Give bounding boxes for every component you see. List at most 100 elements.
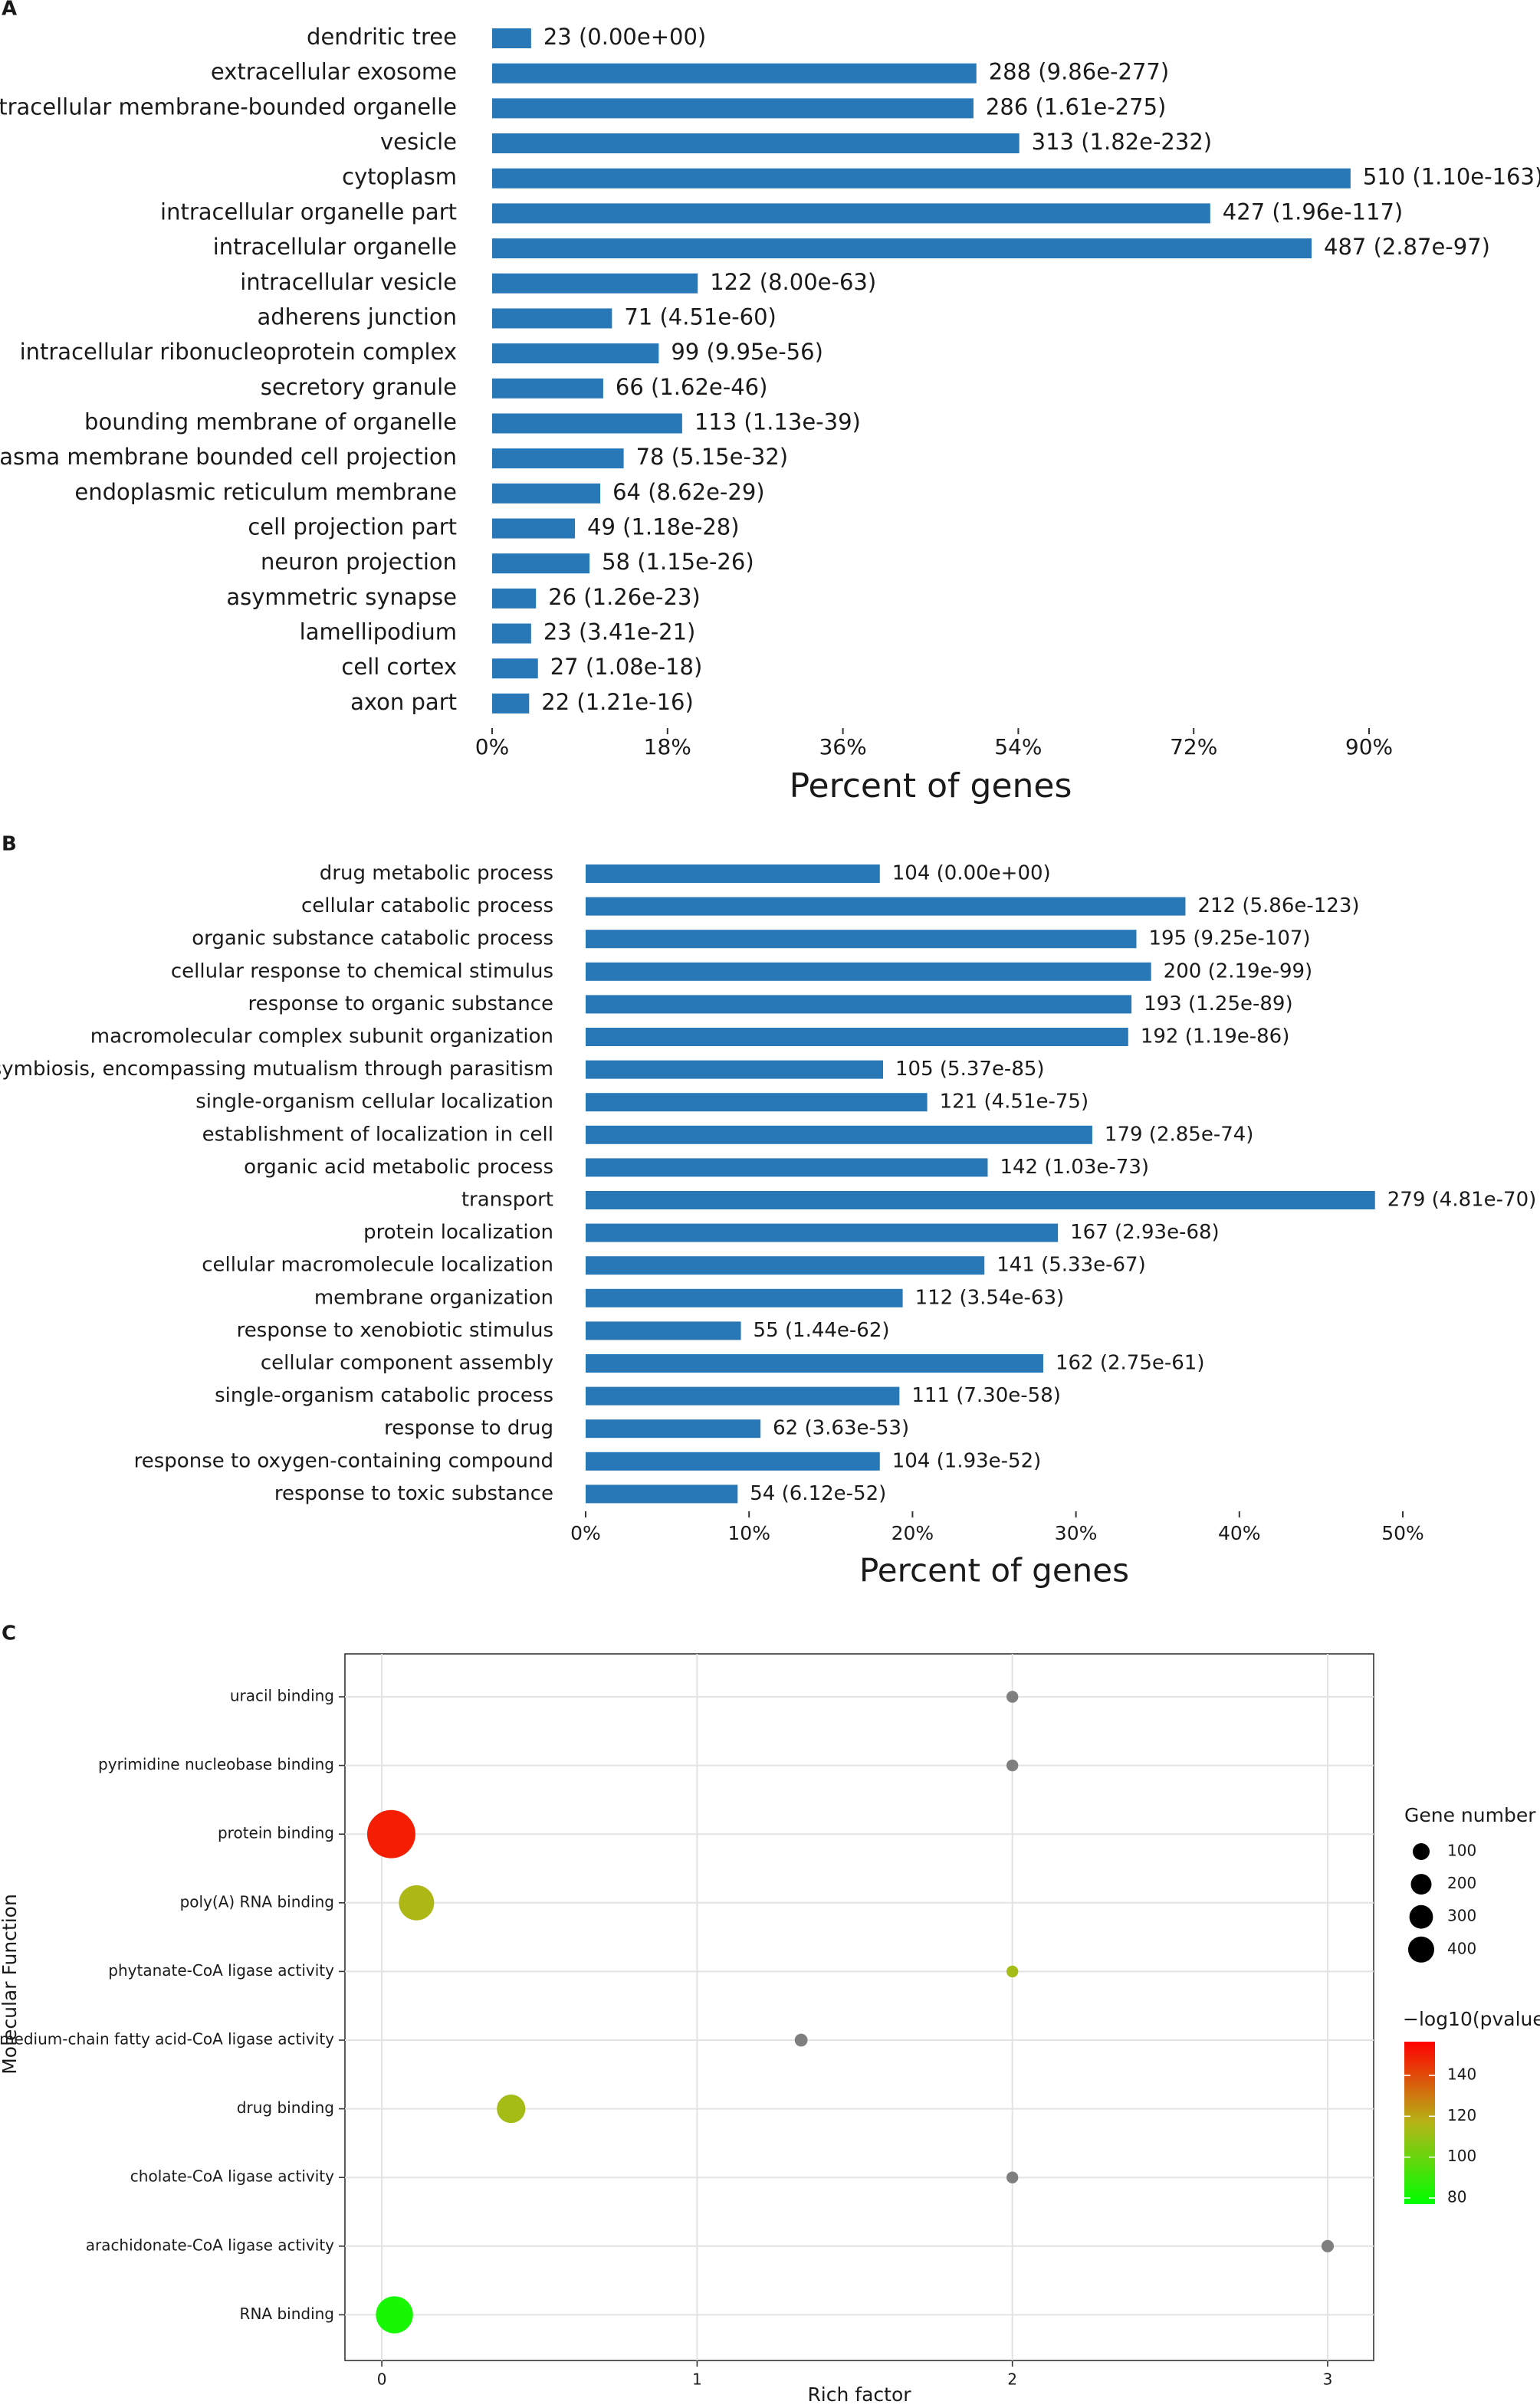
- x-tick-label: 20%: [891, 1522, 934, 1544]
- bar: [586, 1484, 738, 1504]
- category-label: protein localization: [363, 1221, 553, 1244]
- bar: [492, 98, 974, 119]
- category-label: response to drug: [384, 1417, 553, 1440]
- y-tick-label: uracil binding: [230, 1687, 334, 1705]
- category-label: cellular component assembly: [261, 1352, 553, 1375]
- category-label: response to toxic substance: [274, 1482, 553, 1505]
- value-label: 200 (2.19e-99): [1164, 960, 1313, 983]
- legend-label: 300: [1447, 1907, 1476, 1925]
- value-label: 49 (1.18e-28): [587, 514, 740, 540]
- value-label: 105 (5.37e-85): [895, 1058, 1045, 1081]
- category-label: asymmetric synapse: [226, 584, 457, 610]
- category-label: endoplasmic reticulum membrane: [74, 479, 457, 505]
- legend-title: Gene number: [1404, 1804, 1536, 1826]
- category-label: response to organic substance: [248, 992, 553, 1015]
- category-label: cytoplasm: [342, 164, 457, 190]
- category-label: neuron projection: [261, 549, 457, 575]
- category-label: plasma membrane bounded cell projection: [0, 444, 457, 470]
- category-label: organic substance catabolic process: [192, 927, 553, 950]
- x-tick-label: 40%: [1218, 1522, 1261, 1544]
- value-label: 66 (1.62e-46): [616, 374, 768, 400]
- category-label: single-organism cellular localization: [195, 1091, 553, 1114]
- x-tick-label: 0%: [475, 734, 509, 759]
- value-label: 122 (8.00e-63): [710, 269, 876, 295]
- category-label: axon part: [350, 689, 457, 715]
- value-label: 510 (1.10e-163): [1363, 164, 1540, 190]
- x-tick-label: 50%: [1381, 1522, 1424, 1544]
- point: [399, 1885, 435, 1921]
- y-tick-label: RNA binding: [240, 2305, 334, 2323]
- category-label: response to oxygen-containing compound: [134, 1449, 553, 1472]
- legend-label: 100: [1447, 2147, 1476, 2165]
- x-tick-label: 90%: [1345, 734, 1393, 759]
- bar: [492, 168, 1351, 189]
- bar: [586, 962, 1151, 981]
- value-label: 104 (0.00e+00): [892, 862, 1051, 885]
- value-label: 487 (2.87e-97): [1324, 234, 1490, 260]
- y-tick-label: arachidonate-CoA ligase activity: [86, 2236, 334, 2254]
- value-label: 99 (9.95e-56): [671, 339, 823, 365]
- category-label: intracellular ribonucleoprotein complex: [20, 339, 457, 365]
- bar: [586, 1125, 1092, 1144]
- value-label: 288 (9.86e-277): [989, 59, 1169, 85]
- point: [376, 2296, 413, 2334]
- category-label: bounding membrane of organelle: [84, 408, 457, 435]
- value-label: 141 (5.33e-67): [997, 1254, 1146, 1277]
- value-label: 121 (4.51e-75): [940, 1091, 1089, 1114]
- bar: [586, 864, 880, 883]
- legend-label: 400: [1447, 1939, 1476, 1957]
- value-label: 142 (1.03e-73): [1000, 1156, 1149, 1179]
- category-label: organic acid metabolic process: [244, 1156, 553, 1179]
- legend-size-mark: [1408, 1936, 1434, 1963]
- value-label: 54 (6.12e-52): [750, 1482, 886, 1505]
- bar: [586, 1028, 1128, 1046]
- category-label: intracellular vesicle: [240, 269, 457, 295]
- value-label: 162 (2.75e-61): [1056, 1352, 1205, 1375]
- category-label: membrane organization: [314, 1286, 553, 1309]
- legend-title: −log10(pvalue): [1403, 2008, 1540, 2030]
- value-label: 104 (1.93e-52): [892, 1449, 1042, 1472]
- bar: [492, 378, 603, 399]
- y-tick-label: cholate-CoA ligase activity: [130, 2167, 334, 2186]
- bar: [586, 1158, 988, 1177]
- y-tick-label: pyrimidine nucleobase binding: [98, 1755, 334, 1773]
- category-label: cellular response to chemical stimulus: [171, 960, 553, 983]
- category-label: extracellular exosome: [211, 59, 457, 85]
- bar: [586, 1093, 928, 1112]
- value-label: 195 (9.25e-107): [1148, 927, 1310, 950]
- value-label: 27 (1.08e-18): [550, 654, 703, 680]
- x-tick-label: 2: [1007, 2370, 1017, 2389]
- x-tick-label: 3: [1323, 2370, 1333, 2389]
- panel-label: A: [2, 0, 17, 21]
- category-label: secretory granule: [261, 374, 457, 400]
- y-tick-label: protein binding: [218, 1824, 334, 1842]
- bar: [492, 203, 1210, 224]
- x-tick-label: 10%: [727, 1522, 770, 1544]
- value-label: 23 (0.00e+00): [543, 24, 706, 50]
- x-tick-label: 54%: [994, 734, 1042, 759]
- value-label: 427 (1.96e-117): [1223, 198, 1403, 225]
- legend-label: 100: [1447, 1842, 1476, 1860]
- plot-panel: [344, 1653, 1374, 2361]
- category-label: cell cortex: [341, 654, 457, 680]
- value-label: 179 (2.85e-74): [1105, 1123, 1254, 1146]
- point: [1006, 1691, 1019, 1703]
- legend-label: 120: [1447, 2106, 1476, 2124]
- bar: [492, 238, 1312, 259]
- legend-label: 80: [1447, 2188, 1466, 2206]
- category-label: intracellular organelle part: [160, 198, 457, 225]
- value-label: 313 (1.82e-232): [1032, 129, 1212, 155]
- x-axis-title: Percent of genes: [859, 1552, 1129, 1589]
- category-label: drug metabolic process: [320, 862, 553, 885]
- bar: [492, 483, 601, 504]
- x-tick-label: 0%: [570, 1522, 601, 1544]
- x-tick-label: 30%: [1055, 1522, 1098, 1544]
- legend-size-mark: [1413, 1843, 1430, 1860]
- category-label: cellular catabolic process: [301, 894, 553, 917]
- bar: [492, 658, 538, 679]
- x-tick-label: 36%: [819, 734, 866, 759]
- point: [1006, 1759, 1019, 1772]
- bar: [492, 588, 537, 609]
- point: [367, 1809, 415, 1858]
